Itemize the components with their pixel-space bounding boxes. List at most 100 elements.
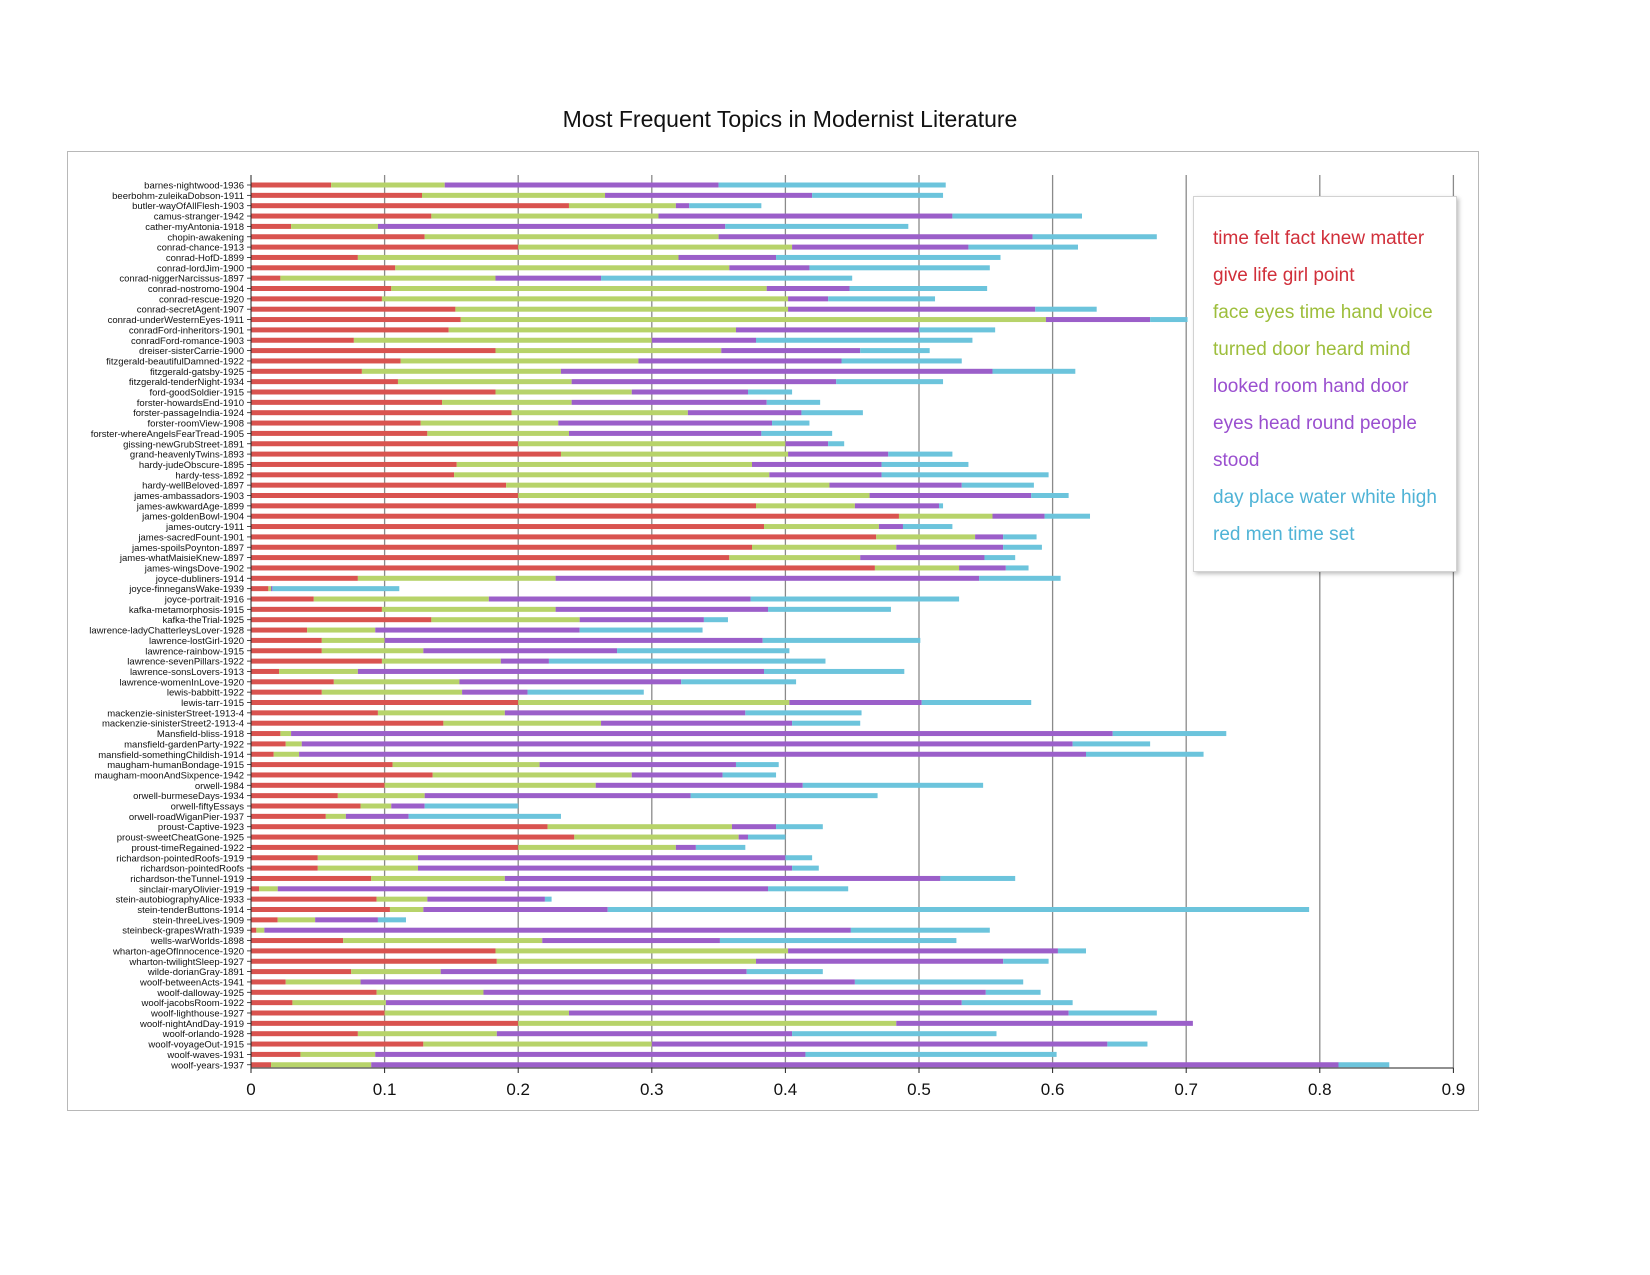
bar-segment <box>500 658 549 664</box>
bar-segment <box>579 617 704 623</box>
legend-entry: turned door heard mind <box>1213 339 1411 360</box>
bar-segment <box>544 896 552 902</box>
bar-segment <box>792 244 969 250</box>
bar-segment <box>555 606 769 612</box>
y-tick-label: forster-roomView-1908 <box>148 419 244 430</box>
bar-segment <box>689 203 762 209</box>
bar-segment <box>432 772 632 778</box>
bar-segment <box>377 710 505 716</box>
bar-segment <box>251 1041 424 1047</box>
x-tick-label: 0.3 <box>640 1080 664 1099</box>
y-tick-label: james-whatMaisieKnew-1897 <box>119 553 244 564</box>
bar-segment <box>251 1010 385 1016</box>
bar-segment <box>747 834 786 840</box>
y-tick-label: woolf-lighthouse-1927 <box>150 1009 244 1020</box>
bar-segment <box>518 493 870 498</box>
bar-segment <box>385 1000 962 1006</box>
bar-segment <box>568 203 676 209</box>
bar-segment <box>898 513 993 519</box>
bar-segment <box>251 741 286 747</box>
bar-segment <box>601 720 793 726</box>
bar-segment <box>273 751 300 757</box>
bar-segment <box>381 296 789 302</box>
x-tick-label: 0.8 <box>1308 1080 1332 1099</box>
bar-segment <box>448 327 736 333</box>
y-tick-label: conrad-nostromo-1904 <box>148 284 244 295</box>
y-tick-label: wharton-twilightSleep-1927 <box>128 957 244 968</box>
bar-segment <box>828 296 936 302</box>
bar-segment <box>1045 317 1151 323</box>
bar-segment <box>251 782 385 788</box>
bar-segment <box>251 1020 519 1026</box>
legend-entry: day place water white high <box>1213 487 1437 508</box>
bar-segment <box>251 244 519 250</box>
bar-segment <box>371 875 505 881</box>
y-tick-label: cather-myAntonia-1918 <box>145 222 244 233</box>
bar-segment <box>984 555 1016 561</box>
y-tick-label: orwell-burmeseDays-1934 <box>133 791 244 802</box>
bar-segment <box>735 762 779 768</box>
bar-segment <box>579 627 703 633</box>
bar-segment <box>251 648 322 654</box>
bar-segment <box>495 348 722 354</box>
bar-segment <box>571 399 767 405</box>
bar-segment <box>251 286 392 291</box>
y-tick-label: gissing-newGrubStreet-1891 <box>123 439 244 450</box>
bar-segment <box>703 617 728 623</box>
y-axis-labels: barnes-nightwood-1936beerbohm-zuleikaDob… <box>89 175 252 1071</box>
bar-segment <box>792 720 861 726</box>
y-tick-label: orwell-fiftyEssays <box>171 802 245 813</box>
bar-segment <box>251 410 512 416</box>
bar-segment <box>377 917 406 923</box>
bar-segment <box>251 203 569 209</box>
bar-segment <box>985 989 1041 995</box>
bar-segment <box>1003 544 1042 550</box>
bar-segment <box>251 275 281 281</box>
bar-segment <box>317 865 418 871</box>
y-tick-label: steinbeck-grapesWrath-1939 <box>122 926 244 937</box>
bar-segment <box>802 782 984 788</box>
bar-segment <box>952 213 1082 219</box>
bar-segment <box>251 813 326 819</box>
bar-segment <box>300 1051 376 1057</box>
y-tick-label: lawrence-lostGirl-1920 <box>149 636 244 647</box>
y-tick-label: kafka-theTrial-1925 <box>163 615 245 626</box>
bar-segment <box>280 731 292 737</box>
bar-segment <box>518 441 786 447</box>
bar-segment <box>307 627 376 633</box>
bar-segment <box>979 575 1061 581</box>
y-tick-label: stein-tenderButtons-1914 <box>137 905 244 916</box>
bar-segment <box>558 420 773 426</box>
bar-segment <box>805 1051 1057 1057</box>
y-tick-label: fitzgerald-tenderNight-1934 <box>129 377 244 388</box>
bar-segment <box>788 296 829 302</box>
bar-segment <box>251 679 334 685</box>
y-tick-label: joyce-portrait-1916 <box>164 595 244 606</box>
bar-segment <box>291 731 1113 737</box>
bar-segment <box>251 824 548 830</box>
bar-segment <box>738 834 748 840</box>
bar-segment <box>251 265 396 271</box>
bar-segment <box>1005 565 1029 571</box>
bar-segment <box>651 1041 1108 1047</box>
bar-segment <box>251 420 421 426</box>
bar-segment <box>722 772 777 778</box>
legend-entry: red men time set <box>1213 524 1355 545</box>
x-tick-label: 0.7 <box>1174 1080 1198 1099</box>
bar-segment <box>939 503 944 509</box>
bar-segment <box>788 451 889 457</box>
bars <box>251 182 1390 1068</box>
y-tick-label: dreiser-sisterCarrie-1900 <box>139 346 244 357</box>
x-tick-label: 0.6 <box>1041 1080 1065 1099</box>
y-tick-label: conrad-secretAgent-1907 <box>137 305 244 316</box>
bar-segment <box>391 803 425 809</box>
bar-segment <box>896 1020 1193 1026</box>
bar-segment <box>762 637 921 643</box>
bar-segment <box>801 410 863 416</box>
bar-segment <box>251 658 382 664</box>
x-tick-label: 0.1 <box>373 1080 397 1099</box>
bar-segment <box>251 710 378 716</box>
bar-segment <box>251 296 382 302</box>
bar-segment <box>256 927 265 933</box>
bar-segment <box>766 286 850 291</box>
